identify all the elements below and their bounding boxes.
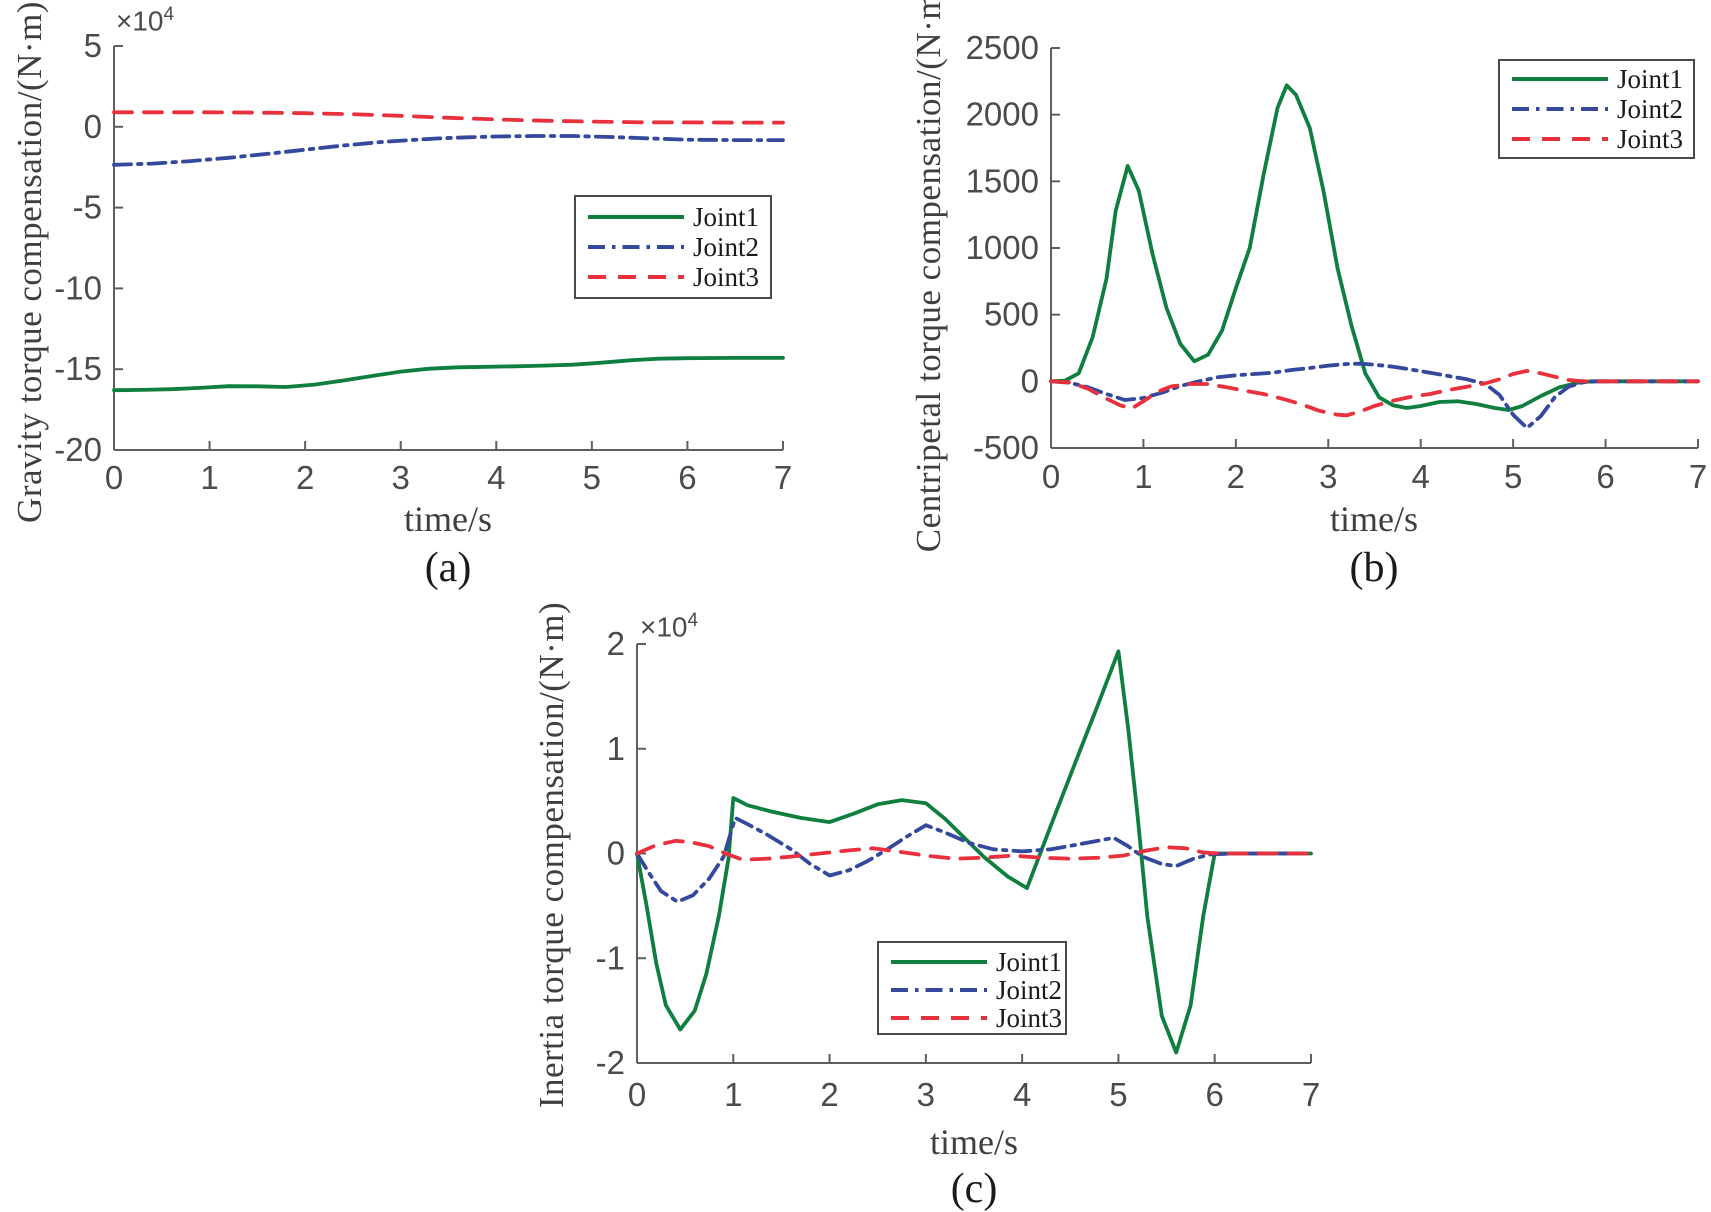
y-tick-label: 2500 <box>966 29 1039 66</box>
y-exponent-c: ×104 <box>640 610 699 643</box>
legend-item-joint3: Joint3 <box>586 262 770 292</box>
x-tick-label: 3 <box>1319 458 1337 495</box>
y-tick-label: -20 <box>54 431 102 468</box>
legend-line-sample-joint3 <box>588 275 684 279</box>
y-tick-label: 0 <box>1021 362 1039 399</box>
x-tick-label: 4 <box>1412 458 1430 495</box>
y-tick-label: 2 <box>607 625 625 662</box>
y-axis-label-b: Centripetal torque compensation/(N·m) <box>909 0 948 553</box>
caption-b: (b) <box>1349 545 1399 591</box>
y-axis-label-a: Gravity torque compensation/(N·m) <box>10 1 49 523</box>
x-tick-label: 6 <box>1596 458 1614 495</box>
x-tick-label: 0 <box>105 459 123 496</box>
legend-item-joint2: Joint2 <box>1510 94 1693 124</box>
x-tick-label: 5 <box>583 459 601 496</box>
legend-b: Joint1 Joint2 Joint3 <box>1498 59 1695 159</box>
y-axis-label-c: Inertia torque compensation/(N·m) <box>532 601 571 1109</box>
legend-item-joint2: Joint2 <box>889 976 1065 1004</box>
chart-a-joint3-curve <box>112 110 785 125</box>
legend-line-sample-joint3 <box>1512 137 1608 141</box>
chart-a-joint2-curve <box>112 134 785 167</box>
y-tick-label: 0 <box>84 108 102 145</box>
x-tick-label: 3 <box>917 1076 935 1113</box>
x-tick-label: 1 <box>200 459 218 496</box>
x-tick-label: 7 <box>774 459 792 496</box>
x-axis-label-c: time/s <box>930 1122 1018 1162</box>
legend-line-sample-joint2 <box>891 988 987 992</box>
x-tick-label: 7 <box>1689 458 1707 495</box>
x-axis-label-b: time/s <box>1330 499 1418 539</box>
chart-c-joint2-curve <box>635 816 1313 904</box>
chart-b-joint3-curve <box>1049 369 1700 418</box>
y-tick-label: 1500 <box>966 162 1039 199</box>
x-tick-label: 6 <box>1206 1076 1224 1113</box>
legend-item-joint1: Joint1 <box>586 202 770 232</box>
legend-line-sample-joint2 <box>588 245 684 249</box>
chart-b-joint1-curve <box>1049 83 1700 412</box>
x-tick-label: 7 <box>1302 1076 1320 1113</box>
x-tick-label: 4 <box>487 459 505 496</box>
legend-line-sample-joint3 <box>891 1016 987 1020</box>
legend-line-sample-joint1 <box>891 960 987 964</box>
x-tick-label: 2 <box>296 459 314 496</box>
x-tick-label: 3 <box>392 459 410 496</box>
x-tick-label: 0 <box>628 1076 646 1113</box>
x-tick-label: 5 <box>1504 458 1522 495</box>
chart-c-joint3-curve <box>635 839 1313 862</box>
y-exponent-a: ×104 <box>116 4 175 37</box>
legend-c: Joint1 Joint2 Joint3 <box>877 941 1067 1035</box>
legend-item-joint2: Joint2 <box>586 232 770 262</box>
y-tick-label: -15 <box>54 350 102 387</box>
x-tick-label: 6 <box>678 459 696 496</box>
x-tick-label: 1 <box>724 1076 742 1113</box>
x-tick-label: 1 <box>1134 458 1152 495</box>
legend-line-sample-joint2 <box>1512 107 1608 111</box>
x-axis-label-a: time/s <box>404 499 492 539</box>
y-tick-label: 0 <box>607 835 625 872</box>
chart-c-joint1-curve <box>635 649 1313 1055</box>
x-tick-label: 2 <box>820 1076 838 1113</box>
y-tick-label: 1 <box>607 730 625 767</box>
chart-b-joint2-curve <box>1049 361 1700 430</box>
legend-item-joint3: Joint3 <box>889 1004 1065 1032</box>
x-tick-label: 2 <box>1227 458 1245 495</box>
y-tick-label: 1000 <box>966 229 1039 266</box>
legend-line-sample-joint1 <box>588 215 684 219</box>
y-tick-label: 5 <box>84 27 102 64</box>
legend-line-sample-joint1 <box>1512 77 1608 81</box>
x-tick-label: 0 <box>1042 458 1060 495</box>
x-tick-label: 5 <box>1109 1076 1127 1113</box>
y-tick-label: -10 <box>54 269 102 306</box>
caption-c: (c) <box>950 1166 998 1212</box>
y-tick-label: 500 <box>984 296 1039 333</box>
legend-item-joint1: Joint1 <box>1510 64 1693 94</box>
legend-item-joint1: Joint1 <box>889 948 1065 976</box>
legend-a: Joint1 Joint2 Joint3 <box>574 195 772 299</box>
y-tick-label: -1 <box>596 939 625 976</box>
caption-a: (a) <box>424 545 472 591</box>
x-tick-label: 4 <box>1013 1076 1031 1113</box>
chart-a-joint1-curve <box>112 356 785 393</box>
y-tick-label: -500 <box>973 429 1039 466</box>
legend-item-joint3: Joint3 <box>1510 124 1693 154</box>
y-tick-label: 2000 <box>966 96 1039 133</box>
y-tick-label: -5 <box>73 189 102 226</box>
y-tick-label: -2 <box>596 1044 625 1081</box>
